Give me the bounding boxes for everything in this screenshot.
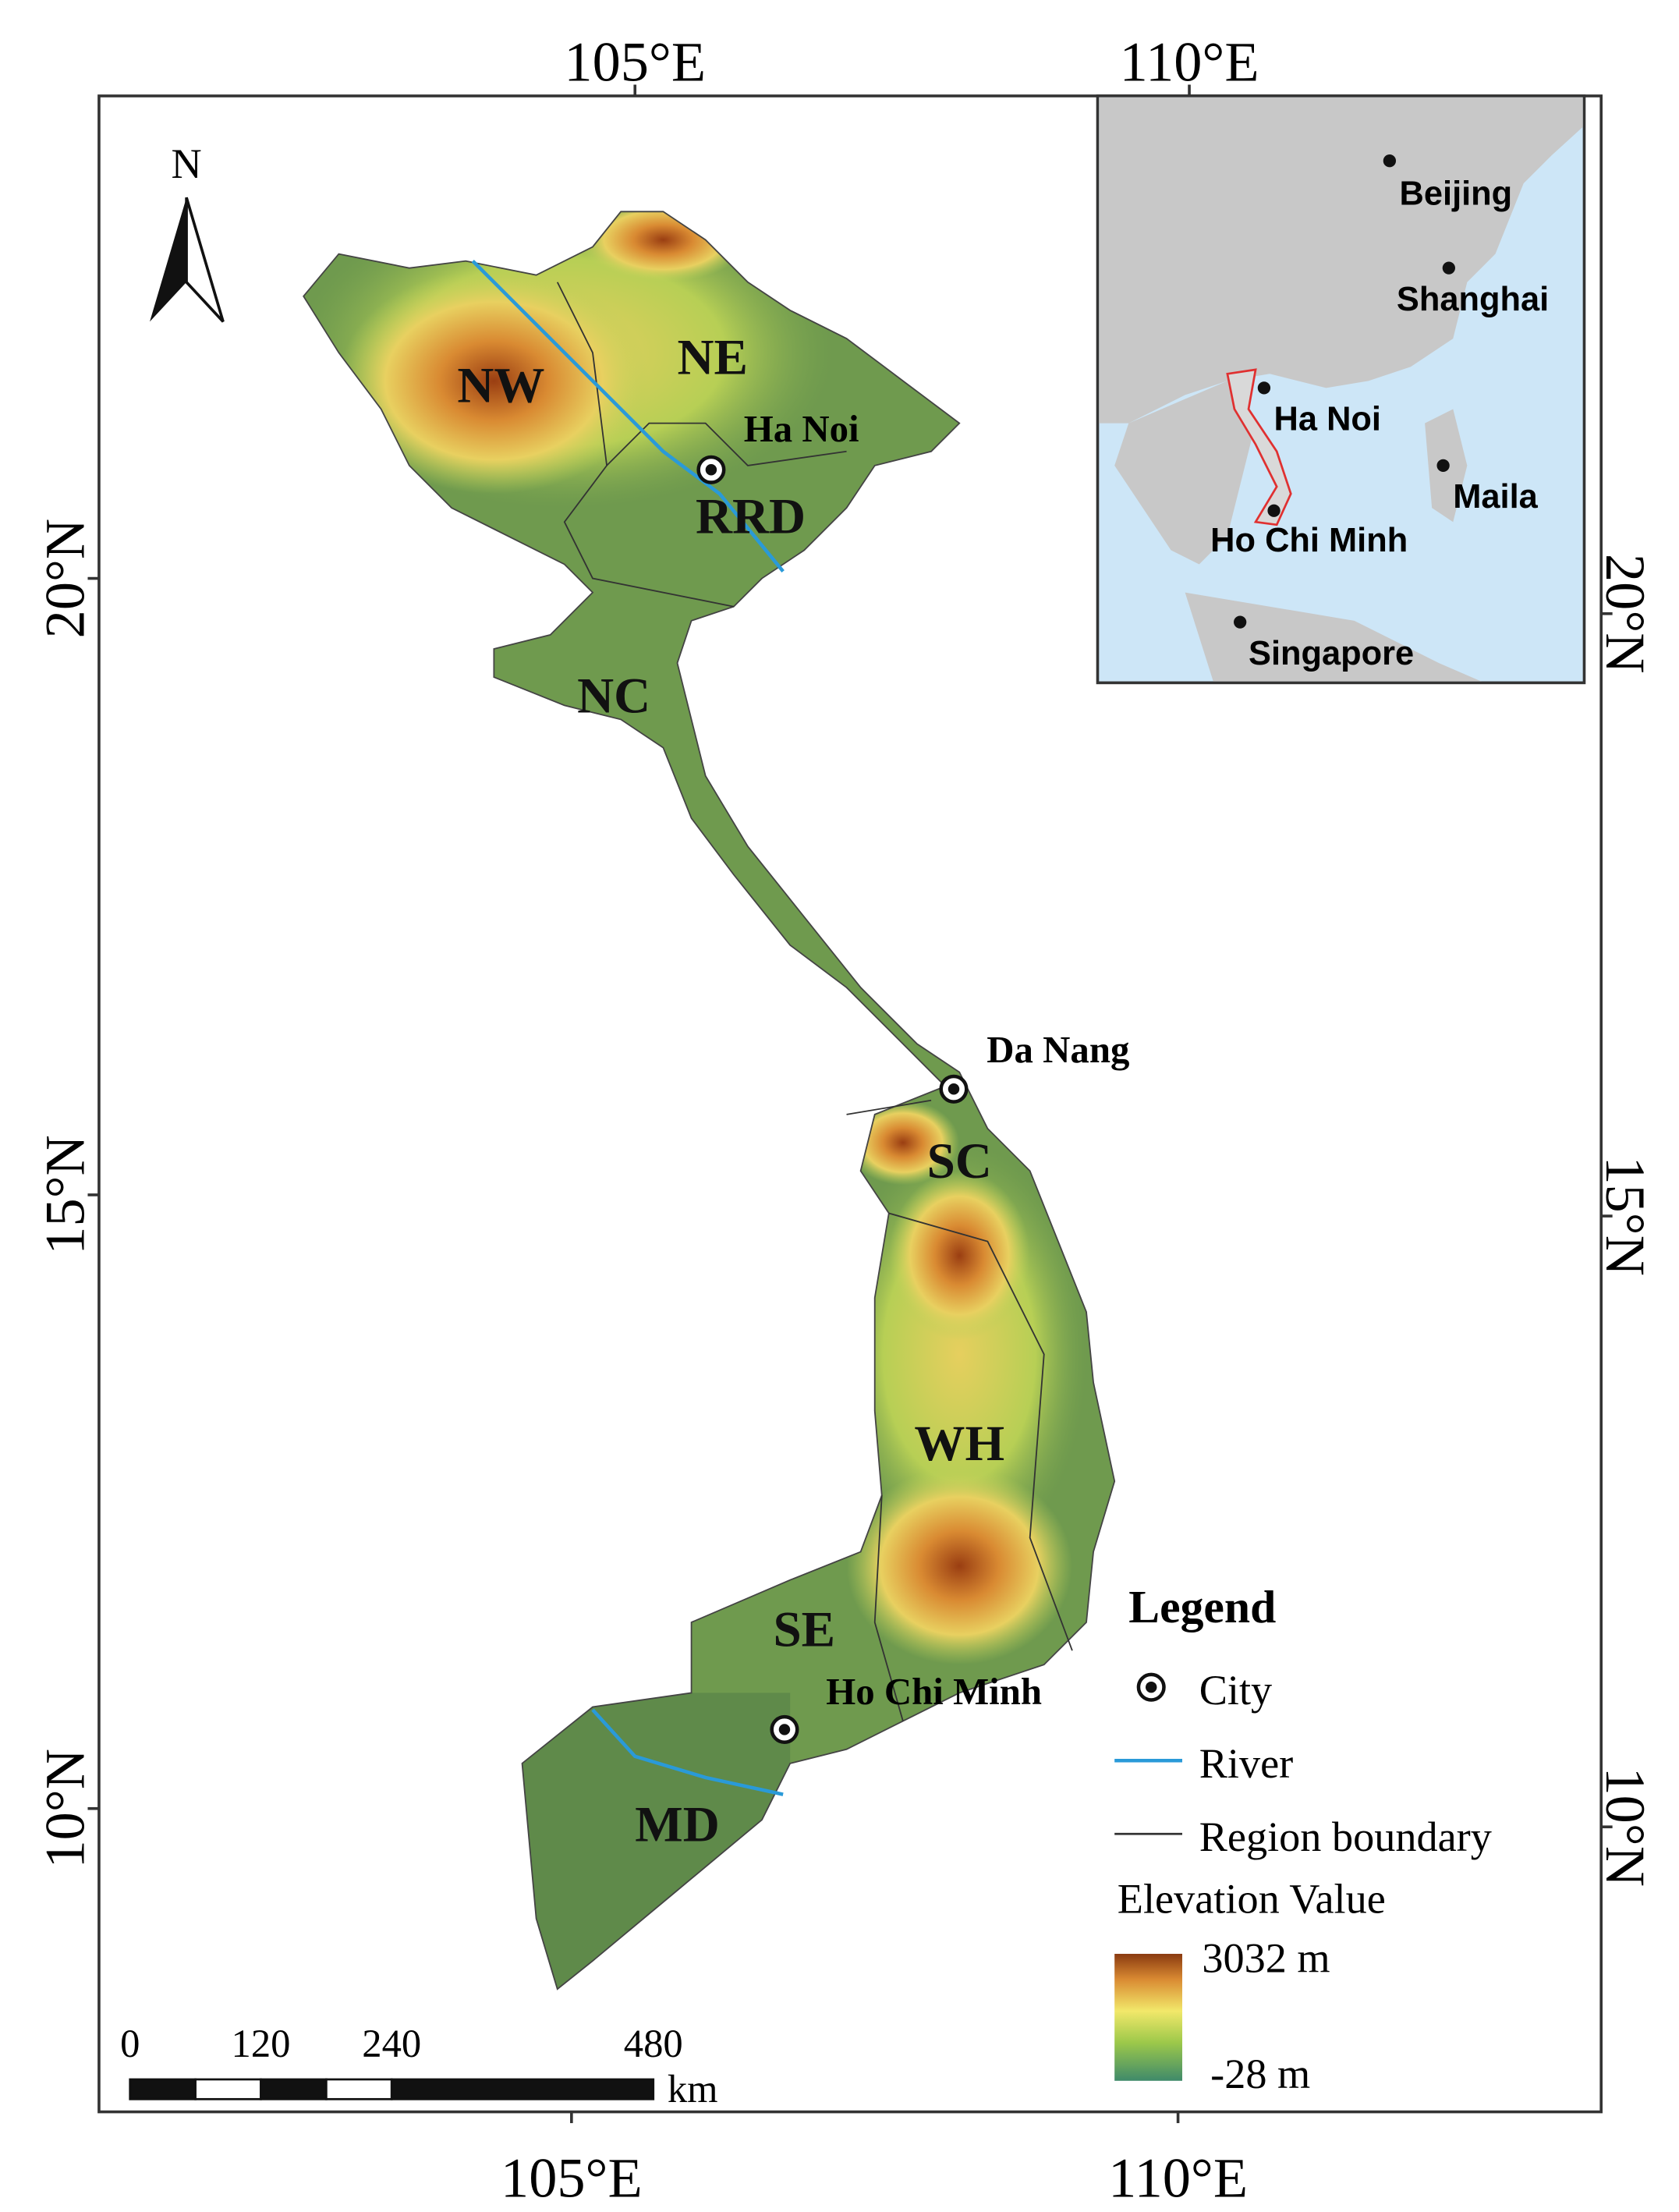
north-arrow bbox=[150, 197, 225, 323]
rivers bbox=[471, 260, 785, 1796]
scale-bar-segment bbox=[194, 2078, 262, 2100]
legend-title: Legend bbox=[1128, 1581, 1276, 1632]
north-label: N bbox=[171, 140, 201, 187]
scale-bar-label: 480 bbox=[624, 2022, 683, 2065]
city-label: Ha Noi bbox=[744, 407, 859, 450]
scale-bar-label: 120 bbox=[232, 2022, 291, 2065]
elevation-title: Elevation Value bbox=[1118, 1876, 1386, 1923]
legend-item: Region boundary bbox=[1199, 1813, 1492, 1860]
legend-item: River bbox=[1199, 1740, 1294, 1787]
inset-city-label: Maila bbox=[1453, 478, 1538, 516]
inset-city-dot bbox=[1442, 261, 1455, 275]
inset-city-dot bbox=[1257, 381, 1271, 395]
scale-bar-segment bbox=[260, 2078, 328, 2100]
graticule-label: 10°N bbox=[34, 1749, 96, 1869]
legend-item: City bbox=[1199, 1667, 1272, 1714]
legend-city-dot bbox=[1145, 1681, 1157, 1693]
scale-bar-segment bbox=[390, 2078, 655, 2100]
inset-city-label: Beijing bbox=[1400, 175, 1513, 212]
elevation-max: 3032 m bbox=[1202, 1935, 1330, 1982]
region-boundaries bbox=[556, 282, 1073, 1721]
region-label: SC bbox=[927, 1133, 992, 1189]
scale-bar-segment bbox=[129, 2078, 197, 2100]
region-label: NW bbox=[457, 357, 544, 413]
inset-city-label: Shanghai bbox=[1397, 281, 1549, 318]
region-label: NC bbox=[577, 668, 650, 724]
scale-bar-segment bbox=[325, 2078, 393, 2100]
elevation-min: -28 m bbox=[1210, 2051, 1310, 2097]
inset-city-label: Ho Chi Minh bbox=[1210, 522, 1408, 559]
region-label: SE bbox=[773, 1602, 835, 1658]
city-label: Ho Chi Minh bbox=[826, 1670, 1042, 1713]
inset-city-label: Ha Noi bbox=[1274, 401, 1381, 438]
scale-bar-label: 0 bbox=[120, 2022, 140, 2065]
inset-city-dot bbox=[1383, 154, 1397, 168]
graticule-label: 20°N bbox=[34, 519, 96, 639]
inset-city-dot bbox=[1267, 504, 1281, 517]
inset-map bbox=[1096, 94, 1586, 685]
region-label: WH bbox=[914, 1416, 1004, 1472]
graticule-label: 15°N bbox=[34, 1135, 96, 1254]
city-label: Da Nang bbox=[987, 1028, 1129, 1071]
inset-city-dot bbox=[1436, 459, 1450, 473]
inset-city-dot bbox=[1234, 615, 1247, 629]
city-marker-dot bbox=[705, 464, 717, 476]
city-marker-dot bbox=[778, 1724, 791, 1735]
elevation-colorbar bbox=[1114, 1954, 1183, 2081]
region-label: MD bbox=[635, 1796, 719, 1852]
graticule-label: 105°E bbox=[564, 30, 706, 93]
graticule-label: 110°E bbox=[1108, 2146, 1248, 2209]
city-marker-dot bbox=[948, 1083, 960, 1095]
region-label: RRD bbox=[696, 489, 806, 545]
graticule-label: 110°E bbox=[1120, 30, 1259, 93]
scale-bar-unit: km bbox=[668, 2067, 718, 2111]
region-label: NE bbox=[677, 329, 747, 385]
inset-city-label: Singapore bbox=[1249, 635, 1414, 672]
graticule-label: 105°E bbox=[501, 2146, 643, 2209]
scale-bar-label: 240 bbox=[362, 2022, 421, 2065]
